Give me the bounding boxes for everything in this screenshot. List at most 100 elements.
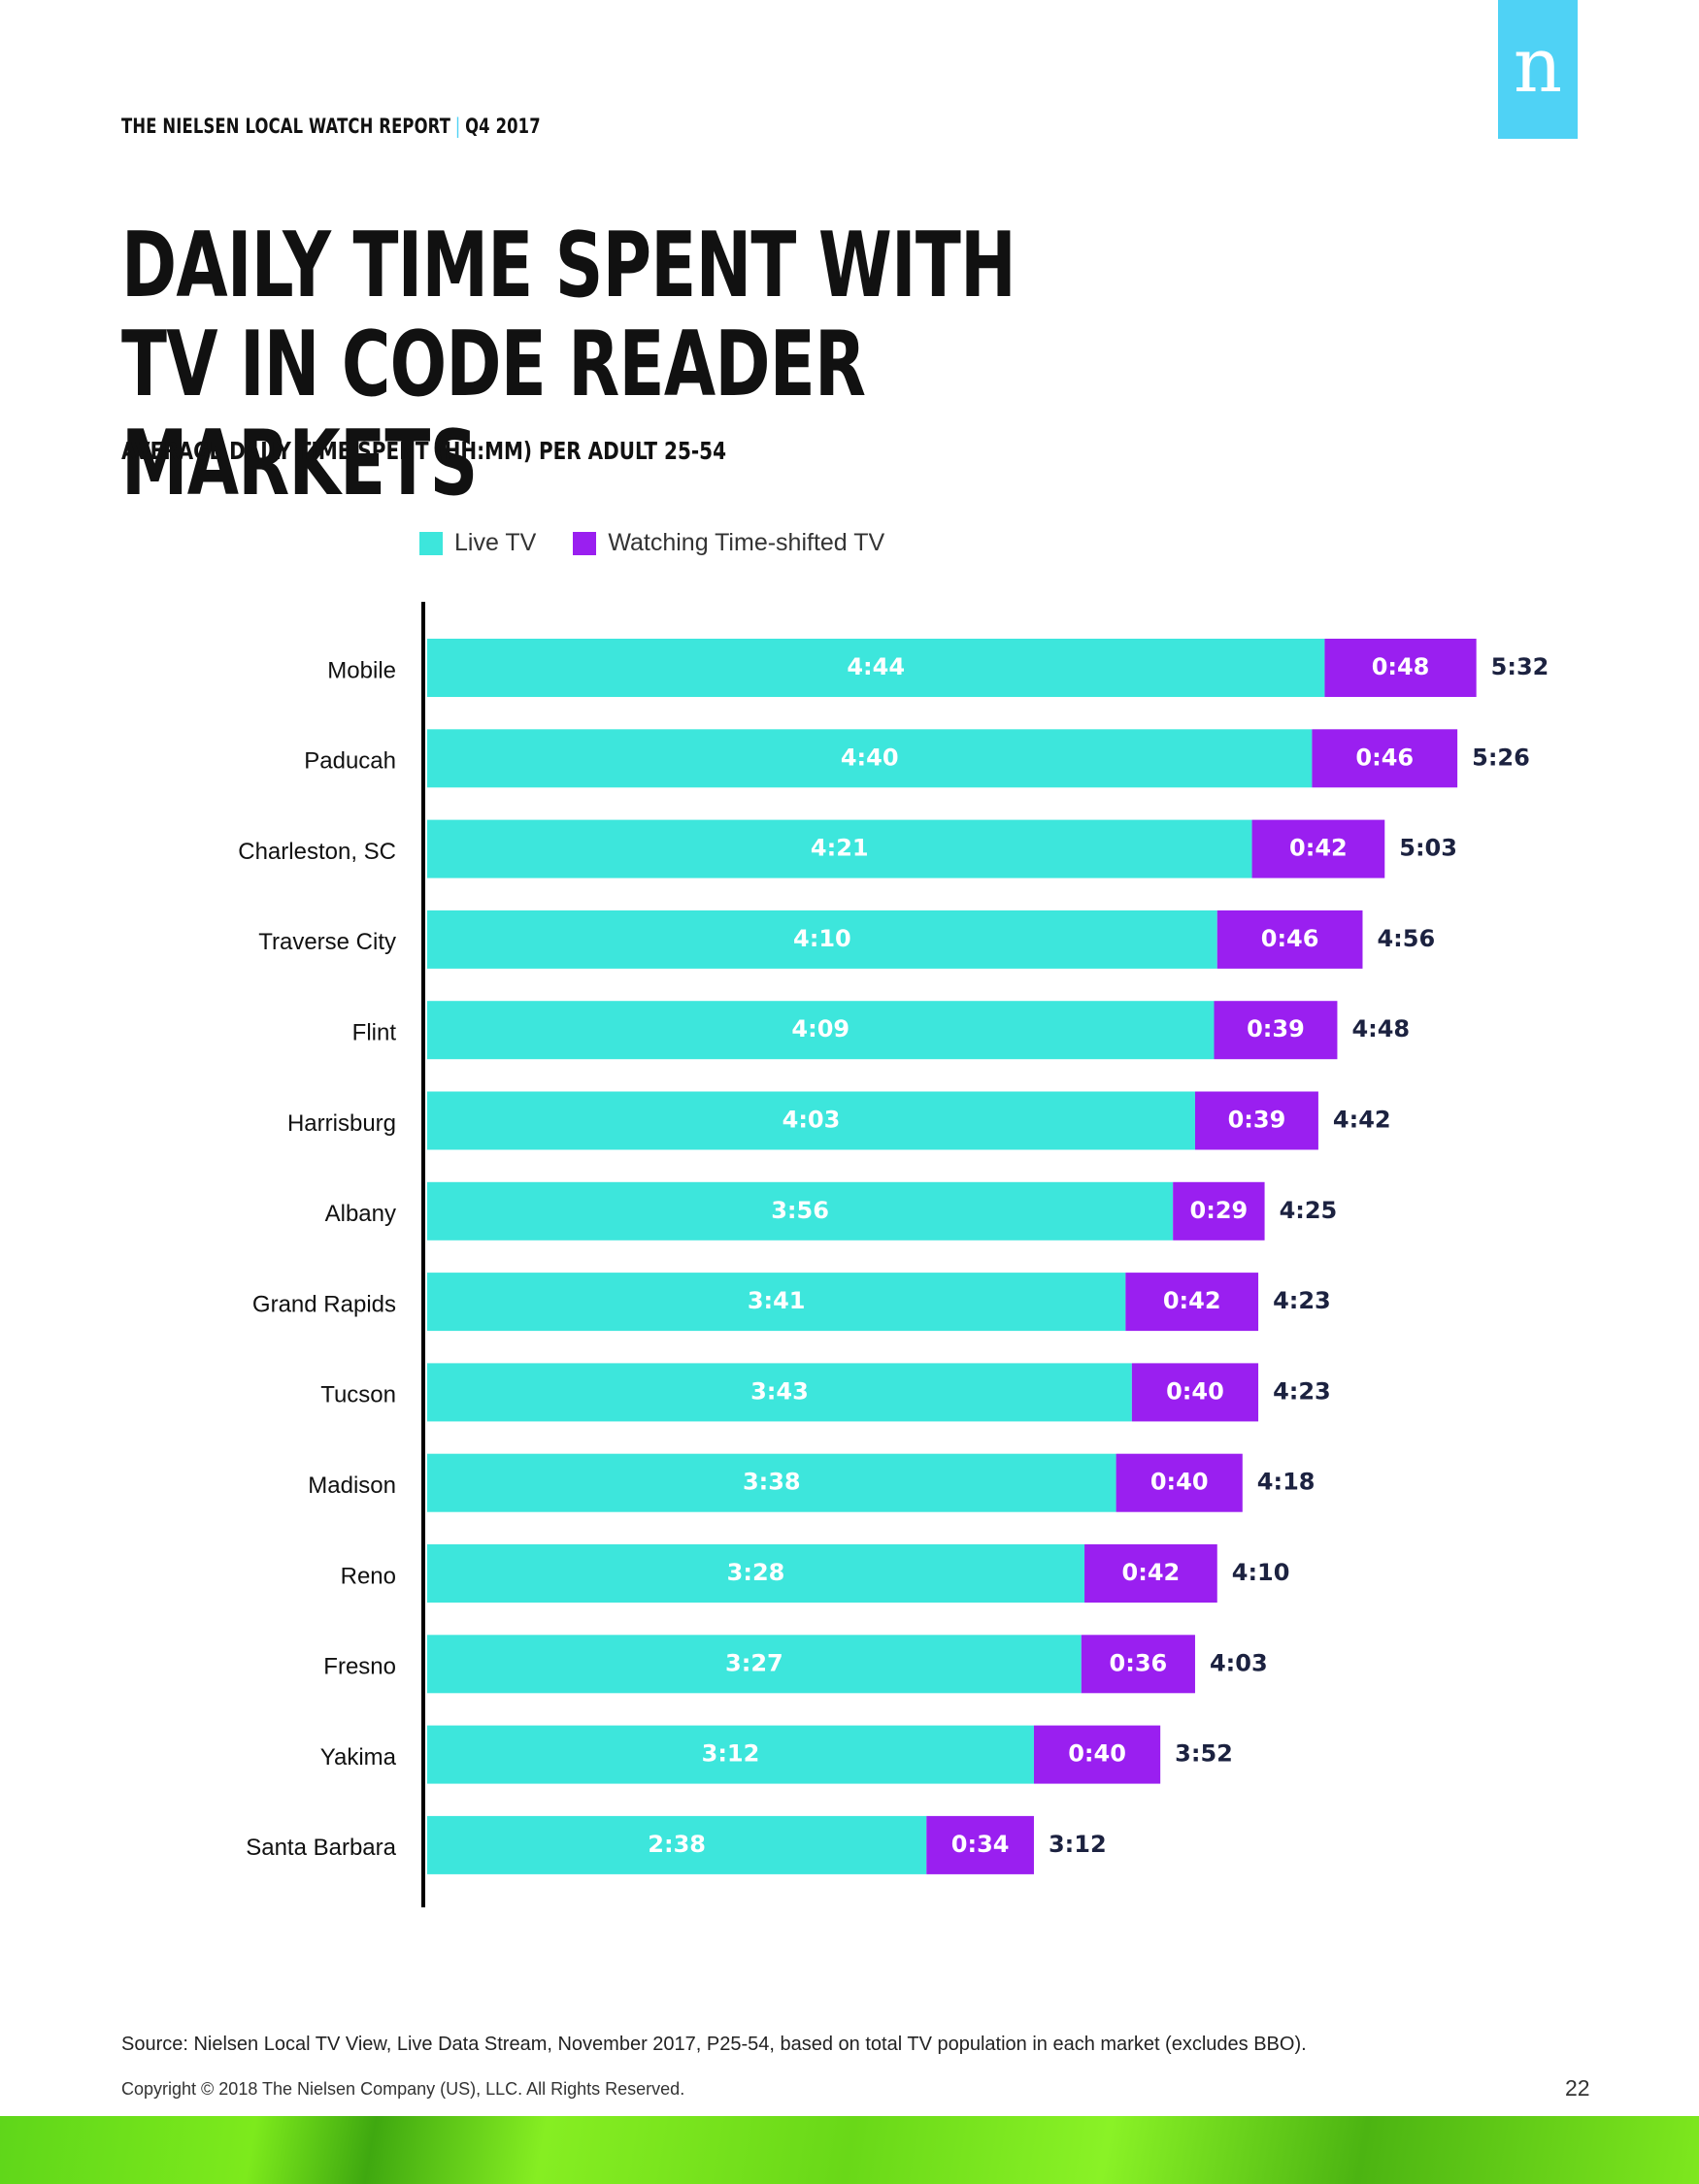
bar-time-shifted-tv <box>1116 1453 1243 1512</box>
category-label: Albany <box>325 1201 396 1227</box>
bar-time-shifted-tv <box>1324 639 1477 697</box>
bar-time-shifted-tv <box>1194 1091 1318 1150</box>
bar-time-shifted-tv <box>1251 819 1385 878</box>
total-label: 5:26 <box>1472 744 1530 771</box>
data-label-shifted: 0:29 <box>1190 1197 1249 1224</box>
page-title: DAILY TIME SPENT WITH TV IN CODE READER … <box>121 213 1016 515</box>
category-label: Charleston, SC <box>238 839 396 865</box>
bar-live-tv <box>427 1635 1082 1694</box>
bar-time-shifted-tv <box>1125 1273 1259 1332</box>
report-name: THE NIELSEN LOCAL WATCH REPORT <box>121 115 451 138</box>
chart-legend: Live TV Watching Time-shifted TV <box>419 529 921 557</box>
bar-live-tv <box>427 1001 1215 1060</box>
total-label: 4:10 <box>1232 1559 1290 1586</box>
data-label-live: 3:41 <box>748 1287 806 1314</box>
total-label: 4:18 <box>1257 1469 1316 1496</box>
report-header: THE NIELSEN LOCAL WATCH REPORT | Q4 2017 <box>121 115 541 138</box>
data-label-live: 4:44 <box>847 653 905 680</box>
data-label-live: 4:03 <box>783 1107 841 1134</box>
data-label-live: 3:27 <box>725 1649 783 1676</box>
data-label-live: 4:10 <box>793 925 851 952</box>
data-label-shifted: 0:40 <box>1166 1377 1224 1405</box>
bar-live-tv <box>427 1544 1085 1603</box>
bar-time-shifted-tv <box>1214 1001 1338 1060</box>
data-label-shifted: 0:36 <box>1110 1649 1168 1676</box>
category-label: Mobile <box>327 657 396 683</box>
data-label-live: 4:40 <box>841 744 899 771</box>
bar-live-tv <box>427 639 1325 697</box>
bar-live-tv <box>427 1181 1174 1241</box>
data-label-live: 3:43 <box>750 1377 809 1405</box>
data-label-shifted: 0:34 <box>951 1831 1010 1858</box>
data-label-live: 4:09 <box>791 1015 850 1042</box>
data-label-shifted: 0:40 <box>1150 1469 1209 1496</box>
total-label: 4:48 <box>1351 1015 1410 1042</box>
bar-live-tv <box>427 1273 1126 1332</box>
total-label: 4:56 <box>1377 925 1435 952</box>
bar-live-tv <box>427 1363 1132 1422</box>
legend-item-shifted: Watching Time-shifted TV <box>573 529 884 557</box>
total-label: 5:03 <box>1399 835 1457 862</box>
bar-time-shifted-tv <box>1084 1544 1217 1603</box>
copyright: Copyright © 2018 The Nielsen Company (US… <box>121 2079 685 2099</box>
total-label: 4:23 <box>1273 1377 1331 1405</box>
data-label-shifted: 0:42 <box>1163 1287 1221 1314</box>
bar-time-shifted-tv <box>1033 1725 1161 1784</box>
total-label: 4:25 <box>1280 1197 1338 1224</box>
data-label-shifted: 0:42 <box>1289 835 1348 862</box>
data-label-live: 3:12 <box>702 1740 760 1768</box>
logo-letter: n <box>1513 21 1563 110</box>
bar-live-tv <box>427 819 1252 878</box>
bar-live-tv <box>427 1091 1195 1150</box>
page-number: 22 <box>1565 2075 1590 2101</box>
bar-time-shifted-tv <box>926 1815 1034 1874</box>
bar-live-tv <box>427 1815 927 1874</box>
category-label: Santa Barbara <box>246 1835 396 1861</box>
legend-label-shifted: Watching Time-shifted TV <box>608 529 885 556</box>
legend-item-live: Live TV <box>419 529 536 557</box>
data-label-shifted: 0:46 <box>1261 925 1319 952</box>
data-label-live: 3:28 <box>727 1559 785 1586</box>
category-label: Harrisburg <box>287 1110 396 1137</box>
category-label: Flint <box>352 1020 397 1046</box>
category-label: Paducah <box>304 748 396 775</box>
total-label: 4:42 <box>1333 1107 1391 1134</box>
data-label-shifted: 0:40 <box>1068 1740 1126 1768</box>
category-label: Yakima <box>320 1744 397 1770</box>
footer-decoration <box>0 2116 1699 2184</box>
category-label: Reno <box>341 1563 396 1589</box>
data-label-shifted: 0:46 <box>1355 744 1414 771</box>
data-label-live: 3:56 <box>771 1197 829 1224</box>
data-label-shifted: 0:42 <box>1122 1559 1181 1586</box>
nielsen-logo: n <box>1498 0 1578 139</box>
legend-swatch-shifted <box>573 531 597 555</box>
report-period: Q4 2017 <box>465 115 541 138</box>
stacked-bar-chart: Mobile 4:44 0:48 5:32 Paducah 4:40 0:46 5:26 Cha… <box>238 602 1549 1907</box>
data-label-live: 3:38 <box>743 1469 801 1496</box>
header-separator: | <box>454 115 461 138</box>
data-label-live: 4:21 <box>811 835 869 862</box>
category-label: Grand Rapids <box>252 1291 396 1317</box>
legend-label-live: Live TV <box>454 529 537 556</box>
bar-time-shifted-tv <box>1312 729 1458 788</box>
category-label: Traverse City <box>258 929 396 955</box>
bar-time-shifted-tv <box>1173 1181 1265 1241</box>
data-label-shifted: 0:39 <box>1228 1107 1286 1134</box>
total-label: 3:12 <box>1049 1831 1107 1858</box>
source-note: Source: Nielsen Local TV View, Live Data… <box>121 2034 1307 2055</box>
bar-time-shifted-tv <box>1131 1363 1259 1422</box>
bar-live-tv <box>427 1453 1116 1512</box>
bar-live-tv <box>427 910 1217 969</box>
category-label: Fresno <box>323 1654 396 1680</box>
total-label: 5:32 <box>1491 653 1549 680</box>
data-label-shifted: 0:48 <box>1372 653 1430 680</box>
category-label: Madison <box>308 1473 396 1499</box>
total-label: 4:03 <box>1210 1649 1268 1676</box>
bar-time-shifted-tv <box>1081 1635 1195 1694</box>
legend-swatch-live <box>419 531 443 555</box>
bar-live-tv <box>427 729 1313 788</box>
bar-time-shifted-tv <box>1216 910 1363 969</box>
total-label: 4:23 <box>1273 1287 1331 1314</box>
data-label-live: 2:38 <box>648 1831 706 1858</box>
chart-subtitle: AVERAGE DAILY TIME SPENT (HH:MM) PER ADU… <box>121 437 726 465</box>
